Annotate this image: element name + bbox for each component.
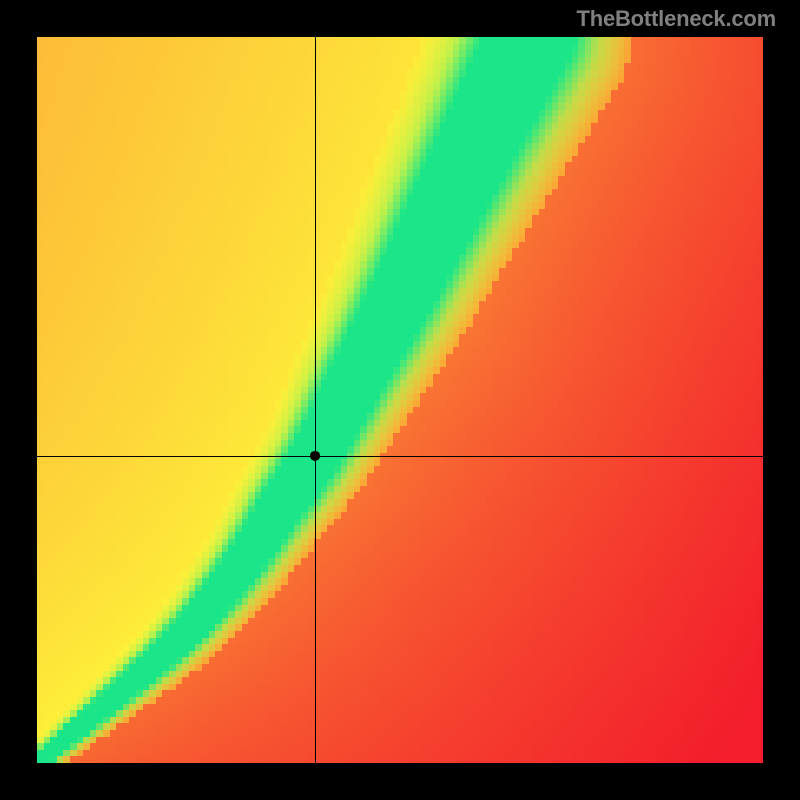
heatmap-canvas bbox=[0, 0, 800, 800]
chart-root: TheBottleneck.com bbox=[0, 0, 800, 800]
watermark-text: TheBottleneck.com bbox=[576, 6, 776, 32]
